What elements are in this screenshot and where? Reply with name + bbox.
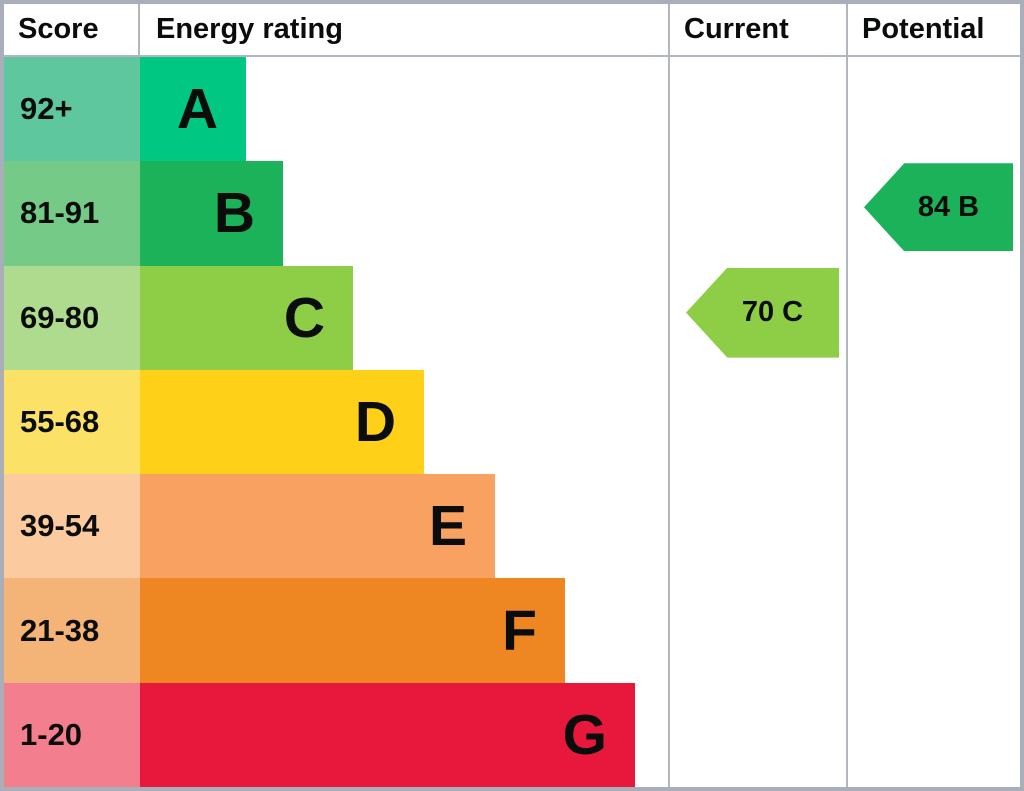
- current-cell-a: [668, 57, 846, 162]
- band-bar-f: F: [140, 578, 565, 683]
- band-bar-b: B: [140, 161, 283, 266]
- score-cell-a: 92+: [4, 57, 140, 162]
- score-cell-g: 1-20: [4, 682, 140, 787]
- band-bar-c: C: [140, 265, 353, 370]
- current-rating-label: 70 C: [741, 296, 804, 329]
- rating-cell-d: D: [140, 369, 668, 475]
- potential-cell-a: [846, 57, 1020, 162]
- score-range-b: 81-91: [20, 195, 100, 231]
- score-cell-e: 39-54: [4, 474, 140, 579]
- current-cell-b: [668, 161, 846, 266]
- potential-cell-e: [846, 474, 1020, 579]
- header-score: Score: [4, 4, 140, 57]
- potential-cell-g: [846, 682, 1020, 787]
- band-letter-b: B: [213, 181, 255, 246]
- header-potential: Potential: [846, 4, 1020, 57]
- band-letter-g: G: [562, 702, 607, 767]
- score-range-g: 1-20: [20, 716, 83, 752]
- band-bar-e: E: [140, 474, 495, 579]
- current-cell-e: [668, 474, 846, 579]
- current-rating-arrow: 70 C: [686, 267, 839, 358]
- band-letter-c: C: [283, 285, 325, 350]
- score-range-a: 92+: [20, 91, 73, 127]
- score-cell-f: 21-38: [4, 578, 140, 683]
- rating-cell-f: F: [140, 578, 668, 683]
- band-letter-e: E: [428, 494, 467, 559]
- potential-cell-d: [846, 369, 1020, 475]
- current-cell-g: [668, 682, 846, 787]
- score-range-e: 39-54: [20, 508, 100, 544]
- band-letter-a: A: [176, 77, 218, 142]
- band-bar-g: G: [140, 682, 635, 787]
- score-range-d: 55-68: [20, 403, 100, 439]
- rating-cell-c: C: [140, 265, 668, 370]
- score-range-f: 21-38: [20, 612, 100, 648]
- score-cell-b: 81-91: [4, 161, 140, 266]
- score-cell-c: 69-80: [4, 265, 140, 370]
- band-bar-a: A: [140, 57, 246, 162]
- rating-cell-b: B: [140, 161, 668, 266]
- header-score-label: Score: [18, 13, 99, 45]
- current-cell-d: [668, 369, 846, 475]
- potential-rating-arrow: 84 B: [864, 163, 1013, 252]
- score-range-c: 69-80: [20, 299, 100, 335]
- band-letter-f: F: [502, 598, 537, 663]
- potential-cell-f: [846, 578, 1020, 683]
- score-cell-d: 55-68: [4, 369, 140, 475]
- rating-cell-g: G: [140, 682, 668, 787]
- header-potential-label: Potential: [862, 13, 985, 45]
- header-current-label: Current: [684, 13, 789, 45]
- header-energy-rating-label: Energy rating: [156, 13, 343, 45]
- potential-rating-label: 84 B: [917, 190, 980, 223]
- rating-cell-e: E: [140, 474, 668, 579]
- current-cell-c: 70 C: [668, 265, 846, 370]
- header-energy-rating: Energy rating: [140, 4, 668, 57]
- current-cell-f: [668, 578, 846, 683]
- potential-cell-b: 84 B: [846, 161, 1020, 266]
- rating-cell-a: A: [140, 57, 668, 162]
- band-bar-d: D: [140, 369, 424, 475]
- potential-cell-c: [846, 265, 1020, 370]
- band-letter-d: D: [354, 389, 396, 454]
- header-current: Current: [668, 4, 846, 57]
